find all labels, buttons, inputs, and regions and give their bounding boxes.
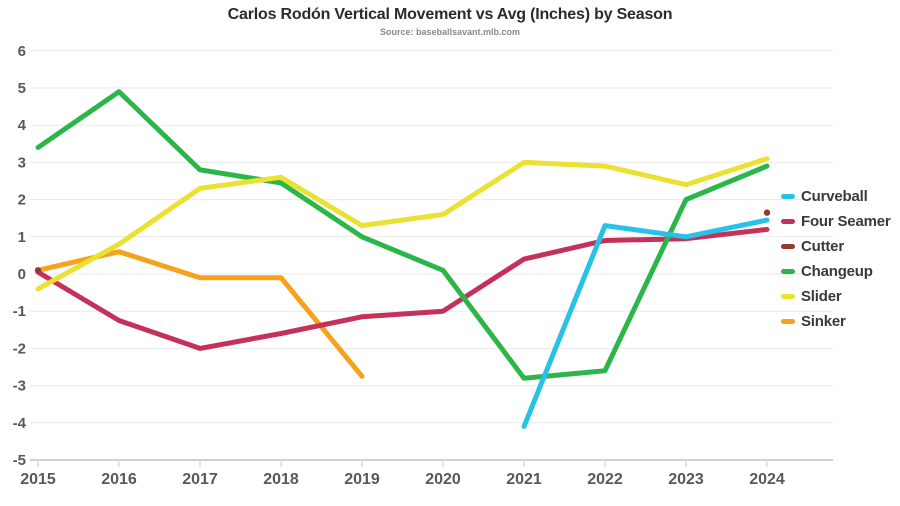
y-tick-label: 1 xyxy=(18,229,26,246)
chart-subtitle: Source: baseballsavant.mlb.com xyxy=(379,27,521,37)
chart-title: Carlos Rodón Vertical Movement vs Avg (I… xyxy=(227,6,673,23)
legend-label-slider: Slider xyxy=(801,287,842,305)
y-tick-label: 0 xyxy=(18,266,26,283)
y-tick-label: -5 xyxy=(13,452,26,469)
legend-swatch-changeup xyxy=(781,268,795,274)
x-tick-label: 2022 xyxy=(587,471,623,488)
y-tick-label: -3 xyxy=(13,378,26,395)
series-line-changeup xyxy=(35,89,770,381)
y-tick-label: 6 xyxy=(18,43,26,60)
legend-label-curveball: Curveball xyxy=(801,187,868,205)
legend-item-cutter[interactable]: Cutter xyxy=(781,236,891,256)
series-point-cutter xyxy=(34,267,42,274)
y-tick-label: 5 xyxy=(18,80,26,97)
legend-item-slider[interactable]: Slider xyxy=(781,286,891,306)
y-tick-label: 2 xyxy=(18,192,26,209)
legend-swatch-sinker xyxy=(781,318,795,324)
y-tick-label: 4 xyxy=(18,117,27,134)
legend-item-sinker[interactable]: Sinker xyxy=(781,311,891,331)
legend-item-four-seamer[interactable]: Four Seamer xyxy=(781,211,891,231)
legend-swatch-four-seamer xyxy=(781,218,795,224)
legend-label-sinker: Sinker xyxy=(801,312,846,330)
legend-label-four-seamer: Four Seamer xyxy=(801,212,891,230)
legend-label-changeup: Changeup xyxy=(801,262,873,280)
x-tick-label: 2021 xyxy=(506,471,542,488)
legend: Curveball Four Seamer Cutter Changeup Slider… xyxy=(781,186,891,331)
legend-swatch-slider xyxy=(781,293,795,299)
legend-item-changeup[interactable]: Changeup xyxy=(781,261,891,281)
y-tick-label: -2 xyxy=(13,340,26,357)
y-tick-label: -1 xyxy=(13,303,26,320)
legend-item-curveball[interactable]: Curveball xyxy=(781,186,891,206)
legend-label-cutter: Cutter xyxy=(801,237,844,255)
x-tick-label: 2020 xyxy=(425,471,461,488)
x-tick-label: 2024 xyxy=(749,471,785,488)
legend-swatch-curveball xyxy=(781,193,795,199)
series-line-four-seamer xyxy=(35,226,770,351)
x-tick-label: 2018 xyxy=(263,471,299,488)
x-tick-label: 2017 xyxy=(182,471,218,488)
series-point-cutter xyxy=(763,209,771,216)
legend-swatch-cutter xyxy=(781,243,795,249)
x-tick-label: 2023 xyxy=(668,471,704,488)
x-tick-label: 2015 xyxy=(20,471,56,488)
y-tick-label: -4 xyxy=(13,415,27,432)
series-line-curveball xyxy=(521,217,770,429)
series-line-sinker xyxy=(35,249,365,379)
y-tick-label: 3 xyxy=(18,154,26,171)
x-tick-label: 2019 xyxy=(344,471,380,488)
x-tick-label: 2016 xyxy=(101,471,137,488)
series-line-slider xyxy=(35,156,770,292)
